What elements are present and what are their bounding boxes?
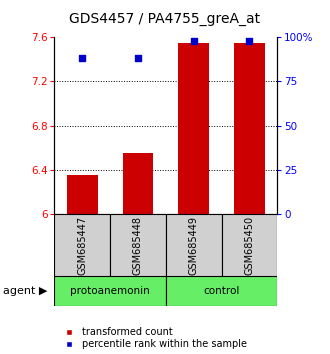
Text: GSM685447: GSM685447 xyxy=(77,216,87,275)
Legend: transformed count, percentile rank within the sample: transformed count, percentile rank withi… xyxy=(59,327,247,349)
Text: protoanemonin: protoanemonin xyxy=(70,286,150,296)
Bar xyxy=(178,43,209,214)
Bar xyxy=(54,276,166,306)
Bar xyxy=(234,43,265,214)
Bar xyxy=(110,214,166,276)
Bar xyxy=(166,276,277,306)
Text: agent ▶: agent ▶ xyxy=(3,286,48,296)
Text: GSM685450: GSM685450 xyxy=(244,216,254,275)
Text: control: control xyxy=(203,286,240,296)
Text: GSM685448: GSM685448 xyxy=(133,216,143,275)
Point xyxy=(247,38,252,44)
Text: GDS4457 / PA4755_greA_at: GDS4457 / PA4755_greA_at xyxy=(69,12,261,27)
Point xyxy=(80,56,85,61)
Bar xyxy=(54,214,110,276)
Bar xyxy=(123,153,153,214)
Point xyxy=(135,56,141,61)
Bar xyxy=(221,214,277,276)
Text: GSM685449: GSM685449 xyxy=(189,216,199,275)
Bar xyxy=(166,214,221,276)
Point xyxy=(191,38,196,44)
Bar xyxy=(67,176,98,214)
